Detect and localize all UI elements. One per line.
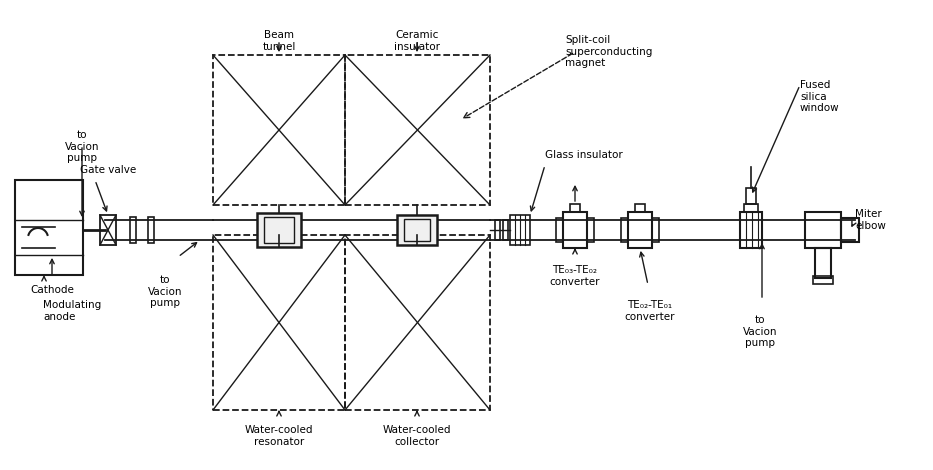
Text: TE₀₂-TE₀₁
converter: TE₀₂-TE₀₁ converter: [625, 300, 675, 321]
Bar: [740, 212, 762, 248]
Bar: [652, 218, 659, 242]
Text: to
Vacion
pump: to Vacion pump: [743, 315, 777, 348]
Text: Fused
silica
window: Fused silica window: [800, 80, 840, 113]
Bar: [805, 212, 841, 248]
Bar: [628, 212, 652, 248]
Bar: [100, 215, 116, 245]
Bar: [148, 217, 154, 243]
Bar: [397, 215, 437, 245]
Bar: [503, 220, 508, 240]
Bar: [15, 180, 83, 275]
Text: to
Vacion
pump: to Vacion pump: [147, 275, 182, 308]
Text: Glass insulator: Glass insulator: [545, 150, 622, 160]
Text: Cathode: Cathode: [30, 285, 74, 295]
Bar: [510, 215, 530, 245]
Bar: [213, 235, 345, 410]
Bar: [404, 219, 430, 241]
Bar: [257, 213, 301, 247]
Text: Water-cooled
resonator: Water-cooled resonator: [244, 425, 313, 446]
Bar: [815, 248, 831, 278]
Bar: [130, 217, 136, 243]
Bar: [556, 218, 563, 242]
Text: Ceramic
insulator: Ceramic insulator: [394, 30, 440, 52]
Bar: [635, 204, 645, 212]
Bar: [264, 217, 294, 243]
Bar: [345, 235, 490, 410]
Bar: [345, 55, 490, 205]
Text: Modulating
anode: Modulating anode: [43, 300, 102, 321]
Text: Split-coil
superconducting
magnet: Split-coil superconducting magnet: [565, 35, 652, 68]
Bar: [563, 212, 587, 248]
Text: TE₀₃-TE₀₂
converter: TE₀₃-TE₀₂ converter: [550, 265, 600, 287]
Text: Beam
tunnel: Beam tunnel: [262, 30, 296, 52]
Text: to
Vacion
pump: to Vacion pump: [64, 130, 99, 163]
Text: Gate valve: Gate valve: [80, 165, 136, 175]
Bar: [813, 276, 833, 284]
Bar: [841, 218, 859, 242]
Bar: [621, 218, 628, 242]
Bar: [746, 188, 756, 204]
Text: Miter
elbow: Miter elbow: [855, 209, 885, 231]
Bar: [587, 218, 594, 242]
Bar: [570, 204, 580, 212]
Bar: [744, 204, 758, 212]
Bar: [213, 55, 345, 205]
Text: Water-cooled
collector: Water-cooled collector: [383, 425, 452, 446]
Bar: [495, 220, 500, 240]
